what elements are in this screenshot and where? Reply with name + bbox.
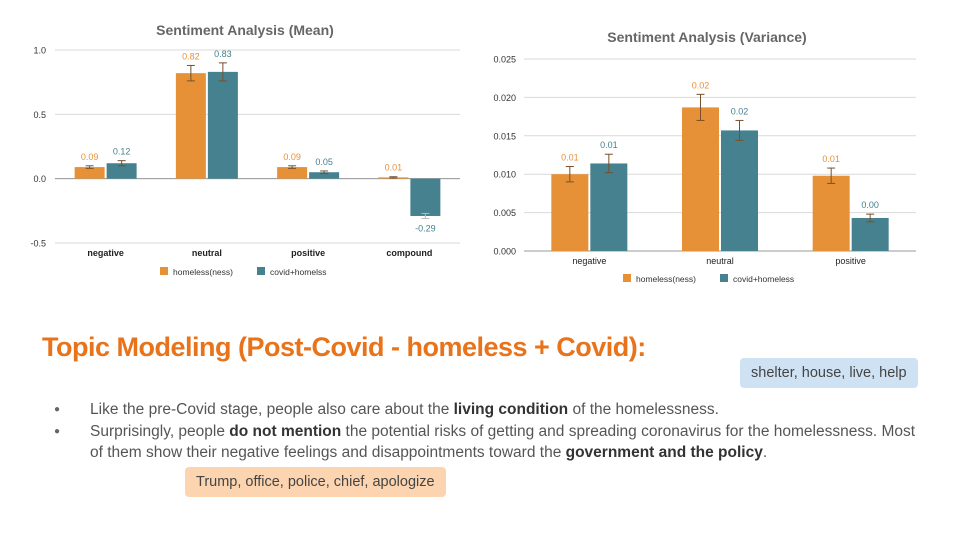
bar xyxy=(851,217,889,251)
emphasis-do-not-mention: do not mention xyxy=(229,422,342,440)
bar xyxy=(106,163,137,179)
category-label: neutral xyxy=(192,248,222,258)
y-tick-label: 0.5 xyxy=(33,110,46,120)
data-label: 0.82 xyxy=(182,51,200,61)
legend-entry: covid+homeless xyxy=(733,274,794,284)
legend-entry: homeless(ness) xyxy=(636,274,696,284)
data-label: 0.05 xyxy=(315,157,333,167)
data-label: 0.09 xyxy=(81,152,99,162)
bar xyxy=(721,130,758,251)
topic-modeling-title: Topic Modeling (Post-Covid - homeless + … xyxy=(42,332,646,362)
bar xyxy=(590,163,628,251)
data-label: 0.83 xyxy=(214,49,232,59)
data-label: 0.09 xyxy=(283,152,301,162)
bar xyxy=(410,178,441,216)
legend-swatch xyxy=(160,267,168,275)
topic-keywords-trump: Trump, office, police, chief, apologize xyxy=(185,467,446,497)
data-label: -0.29 xyxy=(415,224,436,234)
data-label: 0.12 xyxy=(113,147,131,157)
legend-entry: covid+homelss xyxy=(270,267,326,277)
category-label: neutral xyxy=(706,256,734,266)
data-label: 0.02 xyxy=(731,106,749,116)
data-label: 0.01 xyxy=(561,153,579,163)
category-label: negative xyxy=(572,256,606,266)
chart-title: Sentiment Analysis (Variance) xyxy=(607,29,806,45)
topic-keywords-shelter: shelter, house, live, help xyxy=(740,358,918,388)
finding-no-mention-risks: Surprisingly, people do not mention the … xyxy=(54,421,924,464)
data-label: 0.01 xyxy=(822,154,840,164)
legend-entry: homeless(ness) xyxy=(173,267,233,277)
y-tick-label: 0.0 xyxy=(33,174,46,184)
y-tick-label: 0.020 xyxy=(493,93,516,103)
category-label: positive xyxy=(835,256,866,266)
y-tick-label: 1.0 xyxy=(33,46,46,56)
findings-list: Like the pre-Covid stage, people also ca… xyxy=(54,399,924,464)
bar xyxy=(277,167,308,179)
emphasis-government-policy: government and the policy xyxy=(565,444,763,461)
bar xyxy=(812,175,850,251)
data-label: 0.01 xyxy=(385,163,403,173)
bar xyxy=(175,73,206,179)
data-label: 0.00 xyxy=(861,200,879,210)
category-label: compound xyxy=(386,248,432,258)
y-tick-label: 0.025 xyxy=(493,55,516,65)
legend-swatch xyxy=(257,267,265,275)
chart-title: Sentiment Analysis (Mean) xyxy=(156,22,334,38)
variance-sentiment-chart: Sentiment Analysis (Variance) 0.025 0.020 0… xyxy=(493,29,916,284)
bar xyxy=(551,174,589,251)
legend-swatch xyxy=(623,274,631,282)
mean-sentiment-chart: Sentiment Analysis (Mean) 1.0 0.5 0.0 -0.5 ne… xyxy=(30,22,460,277)
category-label: negative xyxy=(87,248,124,258)
y-tick-label: 0.000 xyxy=(493,247,516,257)
data-label: 0.01 xyxy=(600,140,618,150)
y-tick-label: 0.005 xyxy=(493,208,516,218)
category-label: positive xyxy=(291,248,325,258)
emphasis-living-condition: living condition xyxy=(453,401,569,418)
data-label: 0.02 xyxy=(692,80,710,90)
y-tick-label: 0.015 xyxy=(493,131,516,141)
legend-swatch xyxy=(720,274,728,282)
bar xyxy=(207,71,238,179)
bar xyxy=(309,172,340,179)
finding-living-condition: Like the pre-Covid stage, people also ca… xyxy=(54,399,924,421)
bar xyxy=(74,167,105,179)
y-tick-label: 0.010 xyxy=(493,170,516,180)
bar xyxy=(682,107,719,251)
y-tick-label: -0.5 xyxy=(30,239,46,249)
